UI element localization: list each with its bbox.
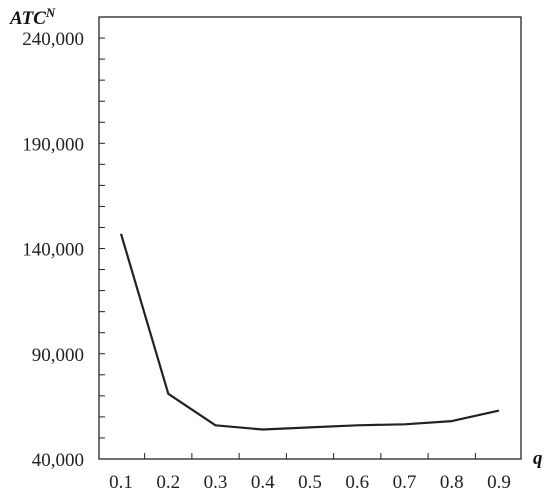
x-ticks <box>144 453 476 459</box>
x-tick-label: 0.1 <box>109 472 133 493</box>
x-tick-label: 0.7 <box>393 472 417 493</box>
x-tick-labels: 0.1 0.2 0.3 0.4 0.5 0.6 0.7 0.8 0.9 <box>109 472 511 493</box>
series-group <box>119 233 500 431</box>
y-minor-ticks <box>99 37 105 439</box>
x-tick-label: 0.3 <box>204 472 228 493</box>
y-tick-label: 40,000 <box>32 450 84 471</box>
x-tick-label: 0.5 <box>298 472 322 493</box>
x-tick-label: 0.8 <box>440 472 464 493</box>
x-tick-label: 0.4 <box>251 472 275 493</box>
y-tick-label: 140,000 <box>22 240 84 261</box>
x-tick-label: 0.6 <box>345 472 369 493</box>
x-tick-label: 0.2 <box>156 472 180 493</box>
x-tick-label: 0.9 <box>487 472 511 493</box>
y-tick-label: 90,000 <box>32 345 84 366</box>
y-tick-label: 240,000 <box>22 29 84 50</box>
x-axis-title: q <box>533 448 543 469</box>
y-axis-title-main: ATC <box>9 8 46 29</box>
y-tick-labels: 40,000 90,000 140,000 190,000 240,000 <box>22 29 84 471</box>
y-axis-title: ATCN <box>9 5 56 29</box>
plot-frame <box>98 16 522 460</box>
y-tick-label: 190,000 <box>22 134 84 155</box>
y-axis-title-superscript: N <box>45 5 56 20</box>
series-line <box>119 233 500 431</box>
